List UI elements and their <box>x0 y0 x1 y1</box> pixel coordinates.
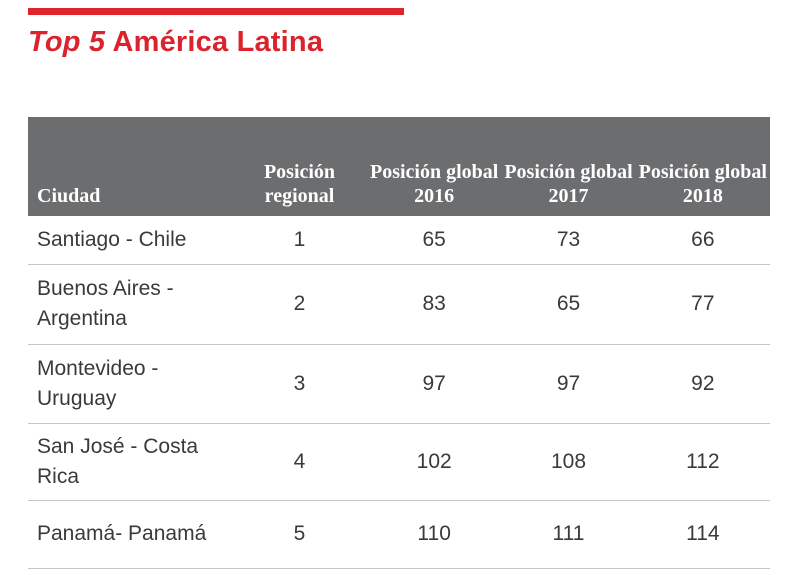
cell-global-2016: 83 <box>367 264 502 345</box>
col-header-global-2016: Posición global 2016 <box>367 117 502 216</box>
title-lead: Top 5 <box>28 26 106 58</box>
table-row: Santiago - Chile 1 65 73 66 <box>28 216 770 265</box>
cell-global-2017: 73 <box>501 216 636 265</box>
cell-global-2016: 97 <box>367 344 502 424</box>
col-header-regional: Posición regional <box>232 117 367 216</box>
cell-global-2017: 65 <box>501 264 636 345</box>
col-header-global-2017: Posición global 2017 <box>501 117 636 216</box>
cell-city: Santiago - Chile <box>28 216 232 265</box>
table-header: Ciudad Posición regional Posición global… <box>28 117 770 216</box>
cell-global-2016: 102 <box>367 423 502 501</box>
table-row: Montevideo - Uruguay 3 97 97 92 <box>28 344 770 424</box>
cell-global-2018: 77 <box>635 264 770 345</box>
cell-regional: 4 <box>232 423 367 501</box>
cell-global-2018: 66 <box>635 216 770 265</box>
table-row: San José - Costa Rica 4 102 108 112 <box>28 423 770 501</box>
top-accent-rule <box>28 8 404 15</box>
cell-global-2018: 114 <box>635 500 770 569</box>
ranking-table: Ciudad Posición regional Posición global… <box>28 117 770 569</box>
cell-regional: 1 <box>232 216 367 265</box>
cell-global-2016: 65 <box>367 216 502 265</box>
cell-global-2017: 111 <box>501 500 636 569</box>
cell-global-2018: 92 <box>635 344 770 424</box>
table-body: Santiago - Chile 1 65 73 66 Buenos Aires… <box>28 216 770 569</box>
col-header-city: Ciudad <box>28 117 232 216</box>
cell-global-2017: 97 <box>501 344 636 424</box>
cell-global-2016: 110 <box>367 500 502 569</box>
cell-city: Panamá- Panamá <box>28 500 232 569</box>
table-row: Panamá- Panamá 5 110 111 114 <box>28 500 770 569</box>
cell-city: Montevideo - Uruguay <box>28 344 232 424</box>
cell-city: Buenos Aires - Argentina <box>28 264 232 345</box>
table-row: Buenos Aires - Argentina 2 83 65 77 <box>28 264 770 345</box>
cell-global-2017: 108 <box>501 423 636 501</box>
cell-regional: 2 <box>232 264 367 345</box>
cell-city: San José - Costa Rica <box>28 423 232 501</box>
title-rest: América Latina <box>112 26 324 58</box>
col-header-global-2018: Posición global 2018 <box>635 117 770 216</box>
cell-regional: 5 <box>232 500 367 569</box>
page-title: Top 5 América Latina <box>28 26 323 59</box>
cell-regional: 3 <box>232 344 367 424</box>
cell-global-2018: 112 <box>635 423 770 501</box>
